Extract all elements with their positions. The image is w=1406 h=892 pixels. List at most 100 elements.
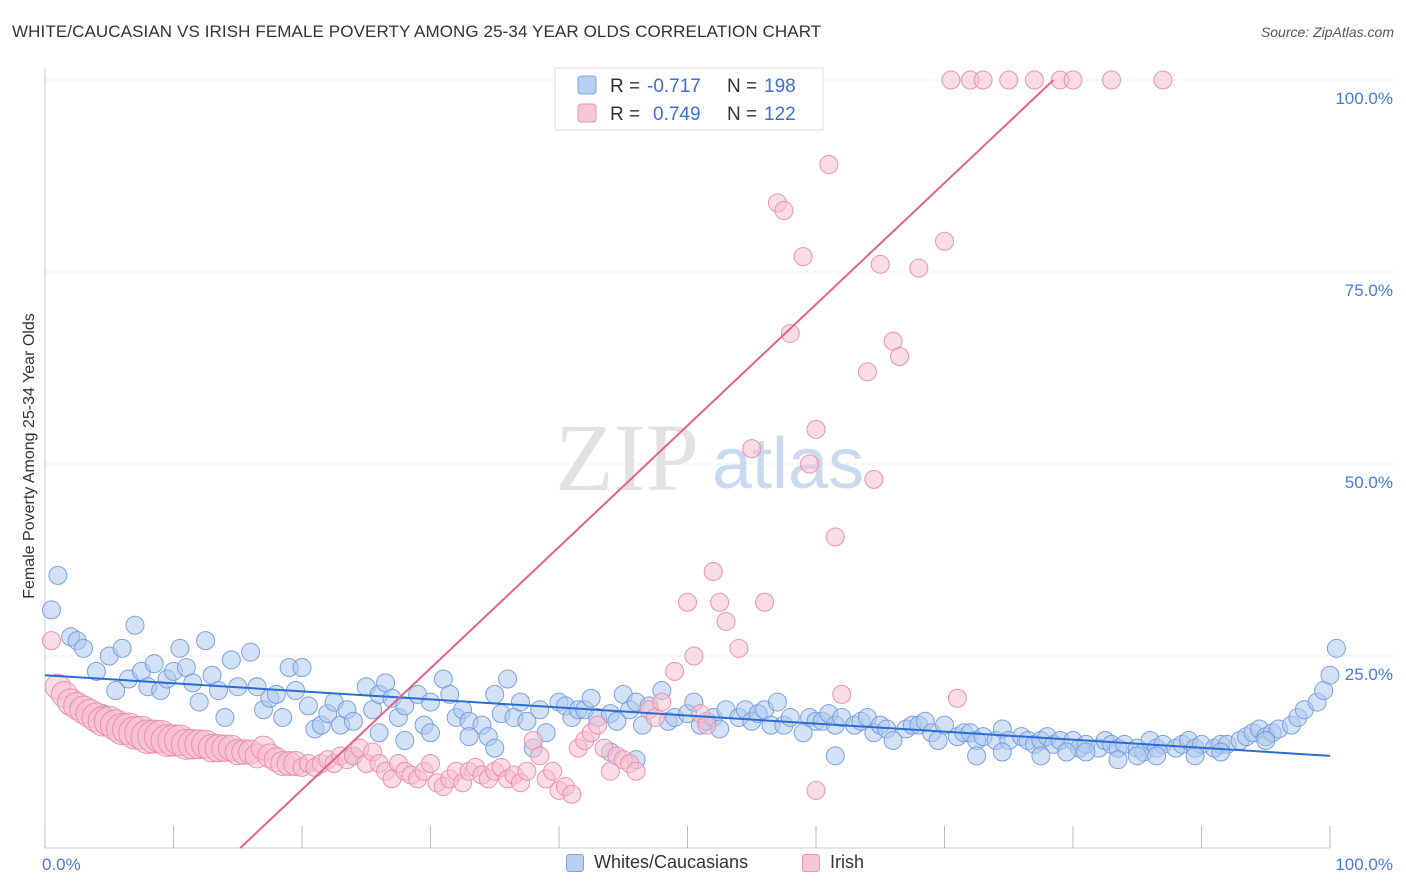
irish-point-121 [935,231,954,251]
source-label: Source: ZipAtlas.com [1260,24,1394,40]
irish-point-95 [665,661,685,681]
whites-point-124 [935,715,954,735]
whites-point-29 [247,677,267,697]
irish-point-103 [729,638,749,658]
whites-point-11 [125,615,145,635]
whites-point-173 [1320,665,1340,685]
whites-point-21 [189,692,209,712]
irish-point-109 [793,247,813,267]
y-tick-label-25: 25.0% [1345,665,1393,684]
whites-point-179 [825,746,845,766]
bottom-legend: Whites/Caucasians Irish [0,852,1406,878]
whites-point-182 [1031,746,1051,766]
whites-point-180 [967,746,987,766]
legend-r-label-1: R = [610,76,640,97]
irish-point-85 [588,715,608,735]
irish-point-97 [684,646,704,666]
whites-point-22 [196,631,216,651]
legend-r-value-1: -0.717 [647,76,701,97]
irish-point-94 [652,692,672,712]
irish-point-114 [832,684,852,704]
legend-n-label-2: N = [727,104,757,125]
irish-point-110 [800,454,820,474]
y-tick-label-75: 75.0% [1345,281,1393,300]
irish-point-120 [909,258,929,278]
irish-point-96 [678,592,697,612]
x-tick-label-0: 0.0% [42,855,81,874]
whites-point-189 [1057,742,1077,762]
tick-labels: 0.0% 100.0% 25.0% 50.0% 75.0% 100.0% [42,89,1393,874]
whites-point-24 [208,681,228,701]
legend-swatch-whites [566,853,584,872]
legend-swatch-pink [577,103,597,123]
legend-item-whites[interactable]: Whites/Caucasians [566,852,748,873]
irish-point-91 [626,761,646,781]
irish-point-81 [562,784,582,804]
irish-point-108 [780,323,800,343]
whites-point-66 [510,692,530,712]
series-irish-points [41,70,1173,804]
whites-point-183 [1108,750,1128,770]
irish-point-99 [697,715,717,735]
irish-point-115 [857,362,877,382]
irish-point-101 [710,592,730,612]
trend-line-irish [239,79,1055,849]
irish-point-130 [1153,70,1173,90]
whites-point-69 [530,700,550,720]
irish-point-126 [1024,70,1044,90]
whites-point-26 [221,650,241,670]
irish-point-59 [421,754,440,774]
whites-point-79 [607,711,627,731]
whites-point-25 [215,707,235,727]
irish-point-113 [825,527,845,547]
whites-point-18 [170,638,190,658]
irish-point-104 [742,439,762,459]
whites-point-184 [1185,746,1205,766]
irish-point-112 [819,154,839,174]
legend-n-value-1: 198 [764,76,796,97]
irish-point-76 [530,746,550,766]
x-tick-label-100: 100.0% [1335,855,1393,874]
whites-point-101 [767,692,787,712]
whites-point-64 [498,669,518,689]
whites-point-54 [421,692,440,712]
whites-point-33 [273,707,293,727]
series-whites-points [41,565,1346,770]
trend-lines [44,79,1331,849]
whites-point-62 [485,684,505,704]
watermark-atlas: atlas [712,424,864,504]
whites-point-190 [1256,730,1276,750]
whites-point-186 [1076,742,1096,762]
whites-point-14 [144,654,164,674]
legend-box: R = -0.717 N = 198 R = 0.749 N = 122 [554,67,824,131]
legend-r-label-2: R = [610,104,640,125]
whites-point-0 [41,600,61,620]
irish-point-117 [870,254,890,274]
whites-point-103 [780,707,800,727]
irish-point-105 [755,592,775,612]
y-tick-label-100: 100.0% [1335,89,1393,108]
irish-point-129 [1102,70,1122,90]
whites-point-4 [74,638,94,658]
whites-point-5 [86,661,106,681]
whites-point-191 [459,727,479,747]
whites-point-76 [581,688,601,708]
whites-point-194 [421,723,440,743]
trend-line-whites [44,674,1331,757]
legend-r-value-2: 0.749 [653,104,701,125]
whites-point-117 [883,730,903,750]
irish-point-122 [941,70,961,90]
whites-point-174 [1326,638,1346,658]
whites-point-37 [298,696,318,716]
whites-point-20 [183,673,203,693]
legend-item-irish[interactable]: Irish [802,852,864,873]
whites-point-187 [1147,746,1167,766]
irish-point-116 [864,469,884,489]
irish-point-107 [774,201,794,221]
whites-point-36 [292,658,312,678]
irish-point-119 [890,346,910,366]
irish-point-128 [1063,70,1083,90]
irish-point-111 [806,419,826,439]
legend-swatch-blue [577,75,597,95]
